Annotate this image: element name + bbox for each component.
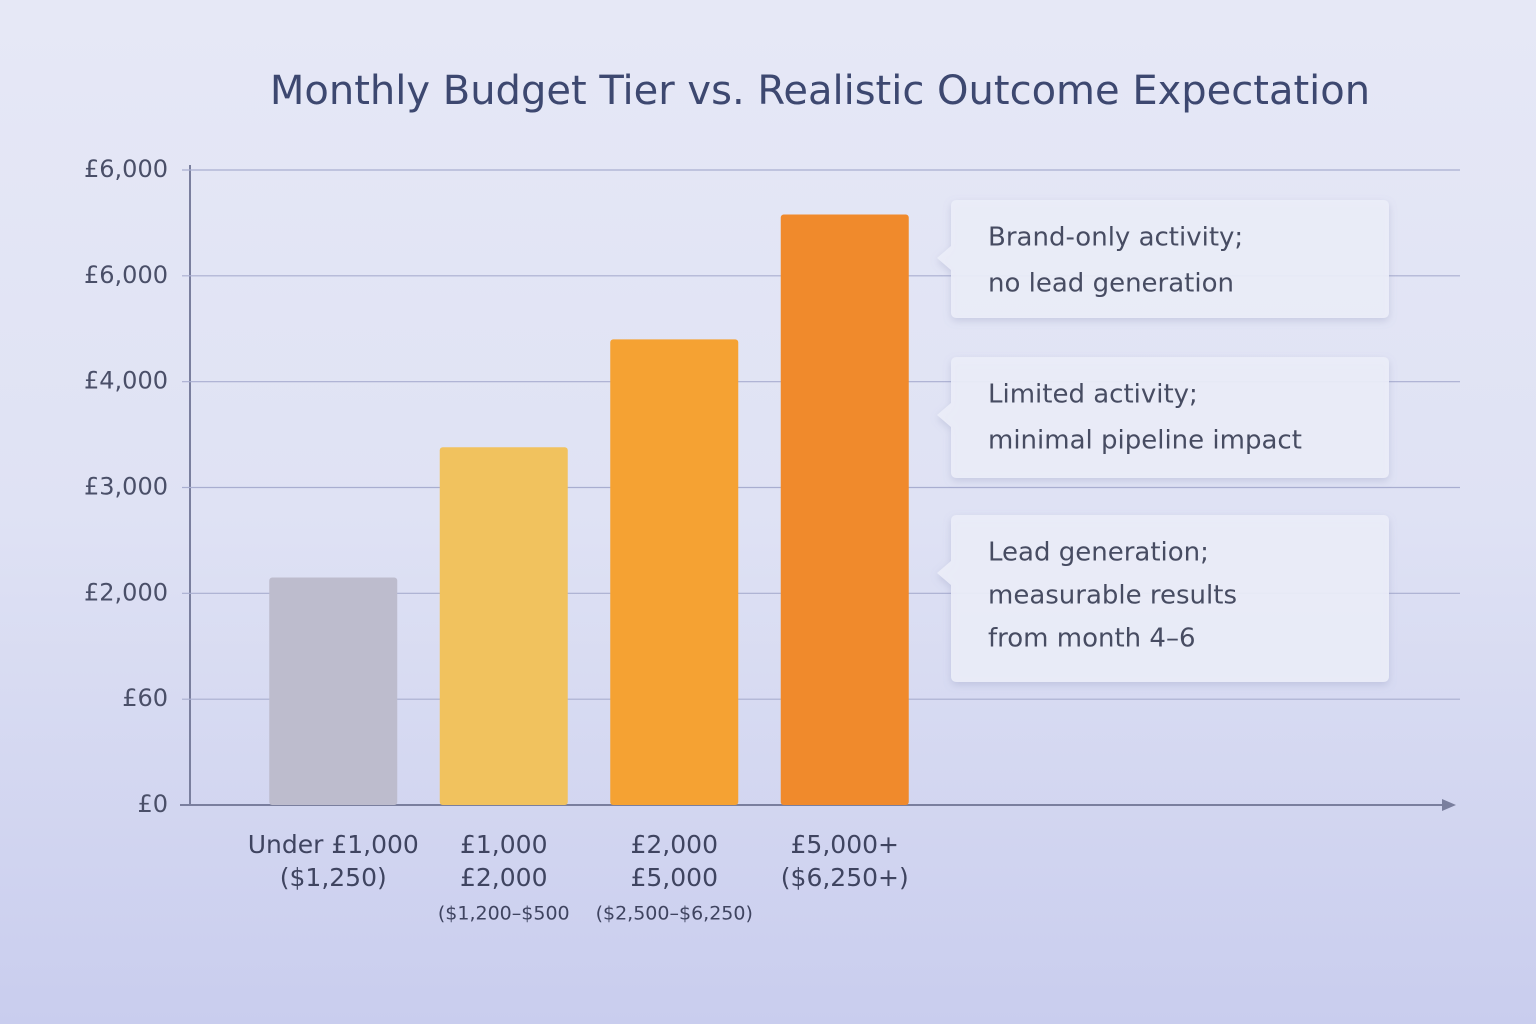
y-tick-label: £6,000 bbox=[84, 155, 168, 183]
annotation-text: minimal pipeline impact bbox=[988, 426, 1302, 456]
x-tick-label: £2,000 bbox=[631, 830, 718, 859]
annotation-text: no lead generation bbox=[988, 269, 1234, 299]
annotation-text: Lead generation; bbox=[988, 538, 1209, 568]
chart-title: Monthly Budget Tier vs. Realistic Outcom… bbox=[270, 68, 1370, 114]
bar bbox=[610, 339, 739, 805]
x-tick-label: ($1,200–$500 bbox=[438, 903, 570, 925]
bar bbox=[269, 577, 398, 805]
bar bbox=[780, 214, 909, 805]
x-axis-arrow bbox=[1442, 799, 1456, 811]
annotation-text: Brand-only activity; bbox=[988, 223, 1243, 253]
x-tick-label: Under £1,000 bbox=[248, 830, 419, 859]
annotation-text: measurable results bbox=[988, 581, 1237, 611]
y-tick-label: £0 bbox=[137, 790, 168, 818]
callout-box bbox=[937, 515, 1389, 682]
x-tick-label: ($6,250+) bbox=[781, 863, 909, 892]
callout-box bbox=[937, 200, 1389, 318]
y-tick-label: £2,000 bbox=[84, 578, 168, 606]
x-tick-label: ($2,500–$6,250) bbox=[596, 903, 753, 925]
x-tick-label: ($1,250) bbox=[280, 863, 387, 892]
x-tick-label: £2,000 bbox=[460, 863, 547, 892]
annotation-text: Limited activity; bbox=[988, 380, 1198, 410]
y-tick-label: £60 bbox=[122, 684, 168, 712]
y-tick-label: £3,000 bbox=[84, 473, 168, 501]
x-tick-label: £5,000+ bbox=[791, 830, 899, 859]
x-tick-label: £5,000 bbox=[631, 863, 718, 892]
bar bbox=[439, 447, 568, 805]
x-tick-label: £1,000 bbox=[460, 830, 547, 859]
annotation-text: from month 4–6 bbox=[988, 624, 1196, 654]
callout-box bbox=[937, 357, 1389, 478]
y-tick-label: £6,000 bbox=[84, 261, 168, 289]
y-tick-label: £4,000 bbox=[84, 367, 168, 395]
